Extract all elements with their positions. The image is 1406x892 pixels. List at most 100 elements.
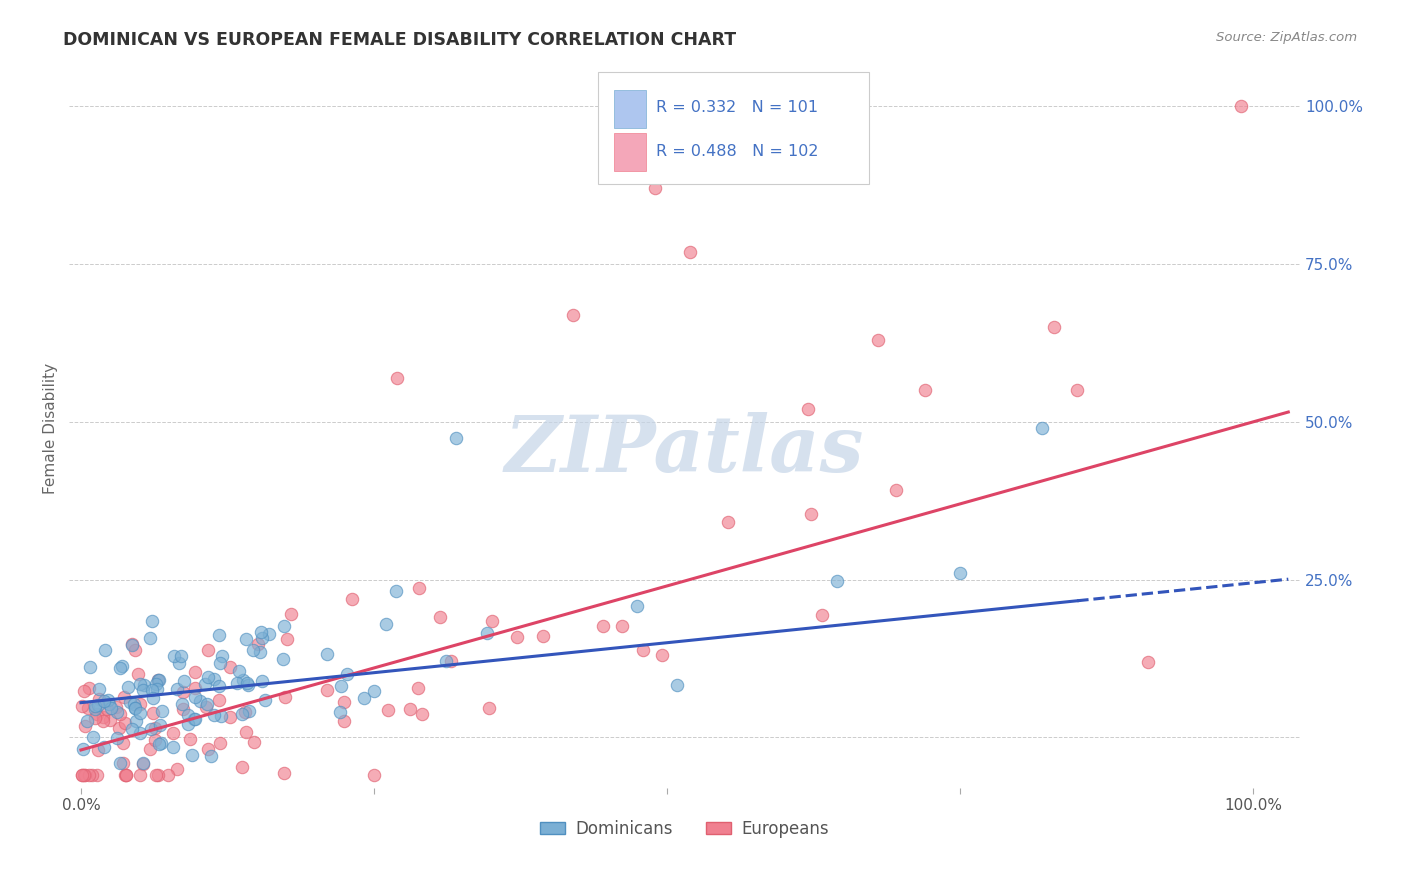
Point [184, 712, 207, 726]
Point [115, 768, 138, 782]
Point [250, 674, 273, 689]
Point [183, 712, 205, 726]
Point [72, 742, 94, 756]
Point [114, 715, 136, 730]
Point [238, 678, 260, 692]
Point [77, 768, 100, 782]
Point [146, 768, 169, 782]
Point [87, 698, 110, 713]
Text: ZIPatlas: ZIPatlas [505, 411, 865, 488]
Point [110, 659, 132, 673]
Point [108, 721, 131, 735]
Point [207, 680, 229, 694]
Point [235, 632, 257, 646]
Point [190, 694, 212, 708]
Point [105, 706, 128, 720]
Point [124, 642, 146, 657]
Point [75, 719, 97, 733]
Point [273, 690, 295, 704]
Point [475, 625, 498, 640]
Point [121, 638, 143, 652]
Point [141, 691, 163, 706]
Point [93, 694, 115, 708]
Point [148, 673, 170, 687]
Point [118, 695, 141, 709]
Point [329, 705, 352, 719]
Point [86, 743, 108, 757]
Point [127, 667, 149, 681]
Point [1031, 421, 1053, 435]
Point [810, 608, 832, 623]
Point [104, 700, 127, 714]
Point [163, 649, 186, 664]
Point [93, 739, 115, 754]
Point [1043, 320, 1066, 334]
Point [195, 700, 218, 714]
Point [204, 708, 226, 723]
Point [562, 308, 585, 322]
Point [112, 690, 135, 704]
Point [194, 677, 217, 691]
Point [86, 707, 108, 722]
Point [172, 702, 194, 716]
Point [172, 697, 194, 711]
Point [506, 630, 529, 644]
Point [247, 637, 270, 651]
Point [374, 617, 396, 632]
Point [235, 675, 257, 690]
Point [146, 673, 169, 687]
Point [280, 607, 302, 621]
Point [644, 181, 666, 195]
Point [105, 731, 128, 745]
Point [197, 669, 219, 683]
Point [363, 684, 385, 698]
Point [253, 693, 276, 707]
Point [219, 660, 242, 674]
Point [72, 684, 94, 698]
Point [97, 692, 120, 706]
Point [125, 714, 148, 728]
Point [197, 643, 219, 657]
Point [73, 768, 96, 782]
Point [98, 714, 121, 728]
Point [129, 706, 152, 720]
Point [84, 711, 107, 725]
Point [592, 619, 614, 633]
Point [184, 665, 207, 679]
Point [408, 581, 430, 595]
Text: DOMINICAN VS EUROPEAN FEMALE DISABILITY CORRELATION CHART: DOMINICAN VS EUROPEAN FEMALE DISABILITY … [63, 31, 737, 49]
Point [273, 618, 295, 632]
FancyBboxPatch shape [614, 133, 647, 170]
Point [148, 737, 170, 751]
Point [1066, 384, 1088, 398]
Point [166, 682, 188, 697]
Point [172, 684, 194, 698]
Point [79, 660, 101, 674]
Point [148, 673, 170, 687]
Point [249, 645, 271, 659]
Point [70, 768, 93, 782]
Point [225, 676, 247, 690]
FancyBboxPatch shape [599, 72, 869, 184]
Point [200, 748, 222, 763]
Point [166, 762, 188, 776]
Point [162, 725, 184, 739]
Point [228, 664, 250, 678]
Point [211, 648, 233, 663]
Point [76, 714, 98, 728]
Point [440, 654, 463, 668]
Point [1230, 99, 1253, 113]
Point [914, 384, 936, 398]
Point [411, 706, 433, 721]
Point [83, 702, 105, 716]
Point [129, 768, 152, 782]
Point [114, 768, 136, 782]
Point [142, 706, 165, 720]
Point [110, 756, 132, 770]
Point [316, 683, 339, 698]
Point [124, 701, 146, 715]
Point [481, 615, 503, 629]
Point [94, 642, 117, 657]
Y-axis label: Female Disability: Female Disability [44, 363, 58, 494]
Point [232, 673, 254, 687]
